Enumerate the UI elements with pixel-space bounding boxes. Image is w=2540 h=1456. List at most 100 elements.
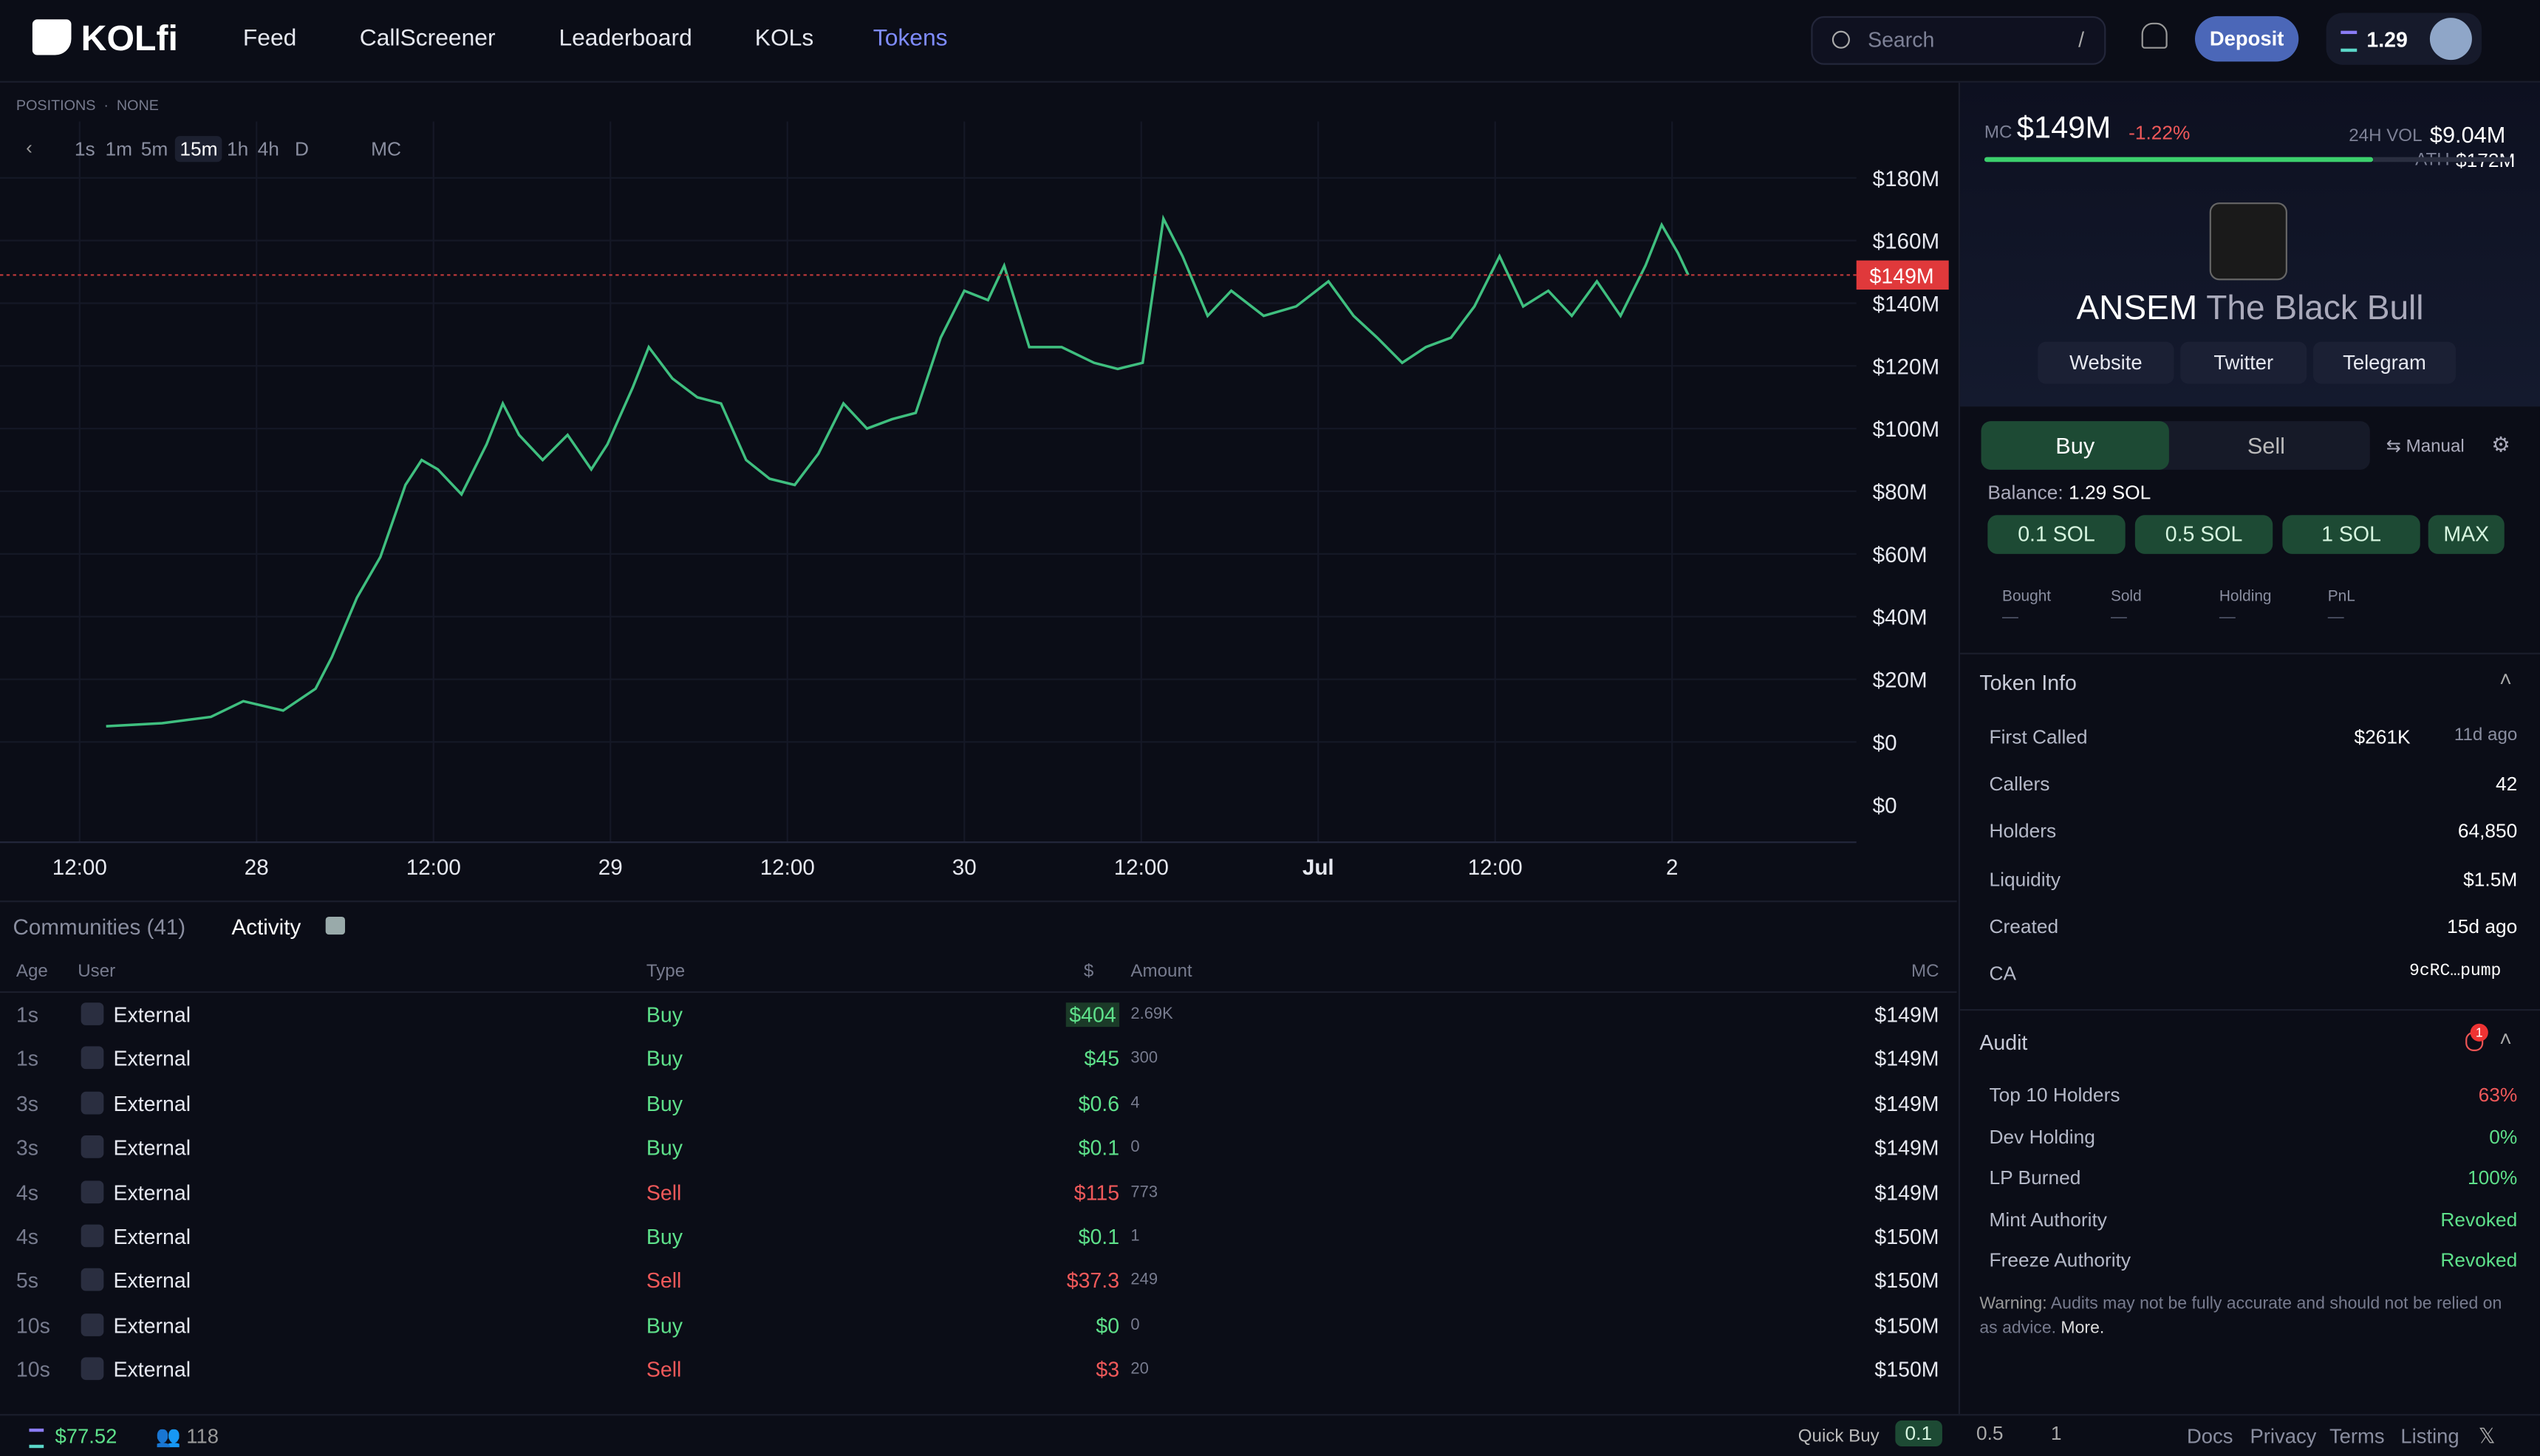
social-link[interactable]: Website (2038, 341, 2174, 384)
social-link[interactable]: Telegram (2313, 341, 2456, 384)
amount-usd: $3 (1096, 1357, 1120, 1382)
stat-label: Holding (2219, 587, 2272, 606)
nav-link[interactable]: Tokens (873, 26, 948, 52)
alert-badge: 1 (2470, 1023, 2488, 1042)
chart-back[interactable]: ‹ (26, 136, 33, 159)
column-header: $ (1083, 962, 1094, 982)
info-value[interactable]: 9cRC…pump (2409, 962, 2502, 982)
mode[interactable]: ⇆ Manual (2386, 437, 2465, 457)
footer-link[interactable]: Listing (2400, 1425, 2459, 1449)
section-title: Token Info (1979, 670, 2077, 695)
type: Sell (646, 1180, 682, 1205)
nav-link[interactable]: KOLs (754, 26, 814, 52)
nav-link[interactable]: CallScreener (359, 26, 496, 52)
mode-label: Manual (2406, 437, 2465, 457)
amount-usd: $45 (1084, 1047, 1120, 1072)
user[interactable]: External (113, 1180, 191, 1205)
current-price-box (1856, 260, 1949, 290)
y-tick-label: $180M (1873, 167, 1940, 191)
interval[interactable]: 4h (257, 137, 279, 161)
stat-value: — (2002, 609, 2018, 627)
amount-button[interactable]: 1 SOL (2282, 515, 2420, 554)
nav-link[interactable]: Feed (242, 26, 297, 52)
age: 3s (16, 1091, 39, 1116)
user[interactable]: External (113, 1224, 191, 1249)
footer-link[interactable]: Terms (2329, 1425, 2385, 1449)
x-icon[interactable]: 𝕏 (2478, 1423, 2496, 1449)
price-line (106, 214, 1690, 728)
amount-usd: $115 (1073, 1180, 1120, 1205)
user[interactable]: External (113, 1268, 191, 1293)
activity-row: 3s External Buy $0.6 4 $149M (0, 1081, 1957, 1125)
info-value: 15d ago (2447, 915, 2518, 938)
amount-tokens: 2.69K (1130, 1005, 1173, 1024)
communities-tab[interactable]: Communities (41) (13, 915, 186, 940)
age: 1s (16, 1002, 39, 1028)
info-value: 64,850 (2457, 820, 2518, 844)
user-icon (81, 1002, 104, 1025)
interval[interactable]: 1h (226, 137, 249, 161)
interval[interactable]: 1m (105, 137, 133, 161)
ticker: ANSEM (2076, 290, 2198, 327)
balance-pill[interactable]: 1.29 (2326, 13, 2482, 65)
interval[interactable]: 1s (74, 137, 95, 161)
users: 👥 118 (155, 1425, 219, 1449)
mc-change: -1.22% (2128, 121, 2191, 145)
footer-link[interactable]: Privacy (2250, 1425, 2317, 1449)
nav-link[interactable]: Leaderboard (559, 26, 692, 52)
warning-text: Audits may not be fully accurate and sho… (1979, 1293, 2502, 1339)
collapse[interactable]: ˄ (2499, 1027, 2512, 1051)
more-link[interactable]: More. (2061, 1318, 2105, 1339)
amount-button[interactable]: 0.5 SOL (2134, 515, 2273, 554)
bell-icon[interactable] (2141, 22, 2168, 49)
quick-amount[interactable]: 0.5 (1976, 1422, 2004, 1445)
social-link[interactable]: Twitter (2180, 341, 2307, 384)
user[interactable]: External (113, 1357, 191, 1382)
deposit-button[interactable]: Deposit (2194, 16, 2299, 62)
divider (0, 900, 1957, 903)
audit-label: Mint Authority (1989, 1207, 2107, 1231)
type: Buy (646, 1135, 683, 1161)
collapse[interactable]: ˄ (2499, 667, 2512, 692)
stat-value: — (2110, 609, 2127, 627)
mc-toggle[interactable]: MC (371, 137, 402, 161)
search-box[interactable]: Search / (1811, 16, 2106, 65)
volume: $9.04M (2429, 121, 2506, 148)
type: Buy (646, 1313, 683, 1338)
quick-amount[interactable]: 1 (2050, 1422, 2062, 1445)
user-count: 118 (186, 1425, 219, 1449)
buy-tab[interactable]: Buy (1981, 421, 2169, 470)
quick-amount[interactable]: 0.1 (1895, 1420, 1942, 1446)
user[interactable]: External (113, 1002, 191, 1028)
settings-icon[interactable]: ⚙ (2491, 432, 2510, 457)
interval[interactable]: 15m (174, 136, 223, 163)
user-icon (81, 1180, 104, 1203)
avatar[interactable] (2429, 18, 2472, 61)
market-cap: $150M (1874, 1357, 1939, 1382)
interval[interactable]: 5m (140, 137, 168, 161)
current-price-label: $149M (1870, 264, 1934, 288)
interval[interactable]: D (295, 137, 310, 161)
stat-label: PnL (2327, 587, 2355, 606)
balance: 1.29 (2366, 27, 2408, 52)
user-icon (81, 1224, 104, 1248)
amount-tokens: 20 (1130, 1361, 1149, 1379)
y-tick-label: $140M (1873, 292, 1940, 316)
ath-progress (1984, 157, 2374, 163)
sell-tab[interactable]: Sell (2247, 432, 2286, 459)
user[interactable]: External (113, 1135, 191, 1161)
y-tick-label: $20M (1873, 669, 1928, 693)
activity-tab[interactable]: Activity (231, 915, 301, 940)
footer-link[interactable]: Docs (2187, 1425, 2233, 1449)
amount-button[interactable]: MAX (2428, 515, 2505, 554)
user[interactable]: External (113, 1047, 191, 1072)
x-tick-label: 28 (245, 855, 269, 880)
audit-label: Top 10 Holders (1989, 1083, 2120, 1107)
panel-divider (1958, 82, 1961, 1415)
user[interactable]: External (113, 1091, 191, 1116)
logo[interactable]: KOLfi (81, 18, 178, 58)
user[interactable]: External (113, 1313, 191, 1338)
amount-button[interactable]: 0.1 SOL (1987, 515, 2126, 554)
ath-track (2373, 157, 2511, 163)
